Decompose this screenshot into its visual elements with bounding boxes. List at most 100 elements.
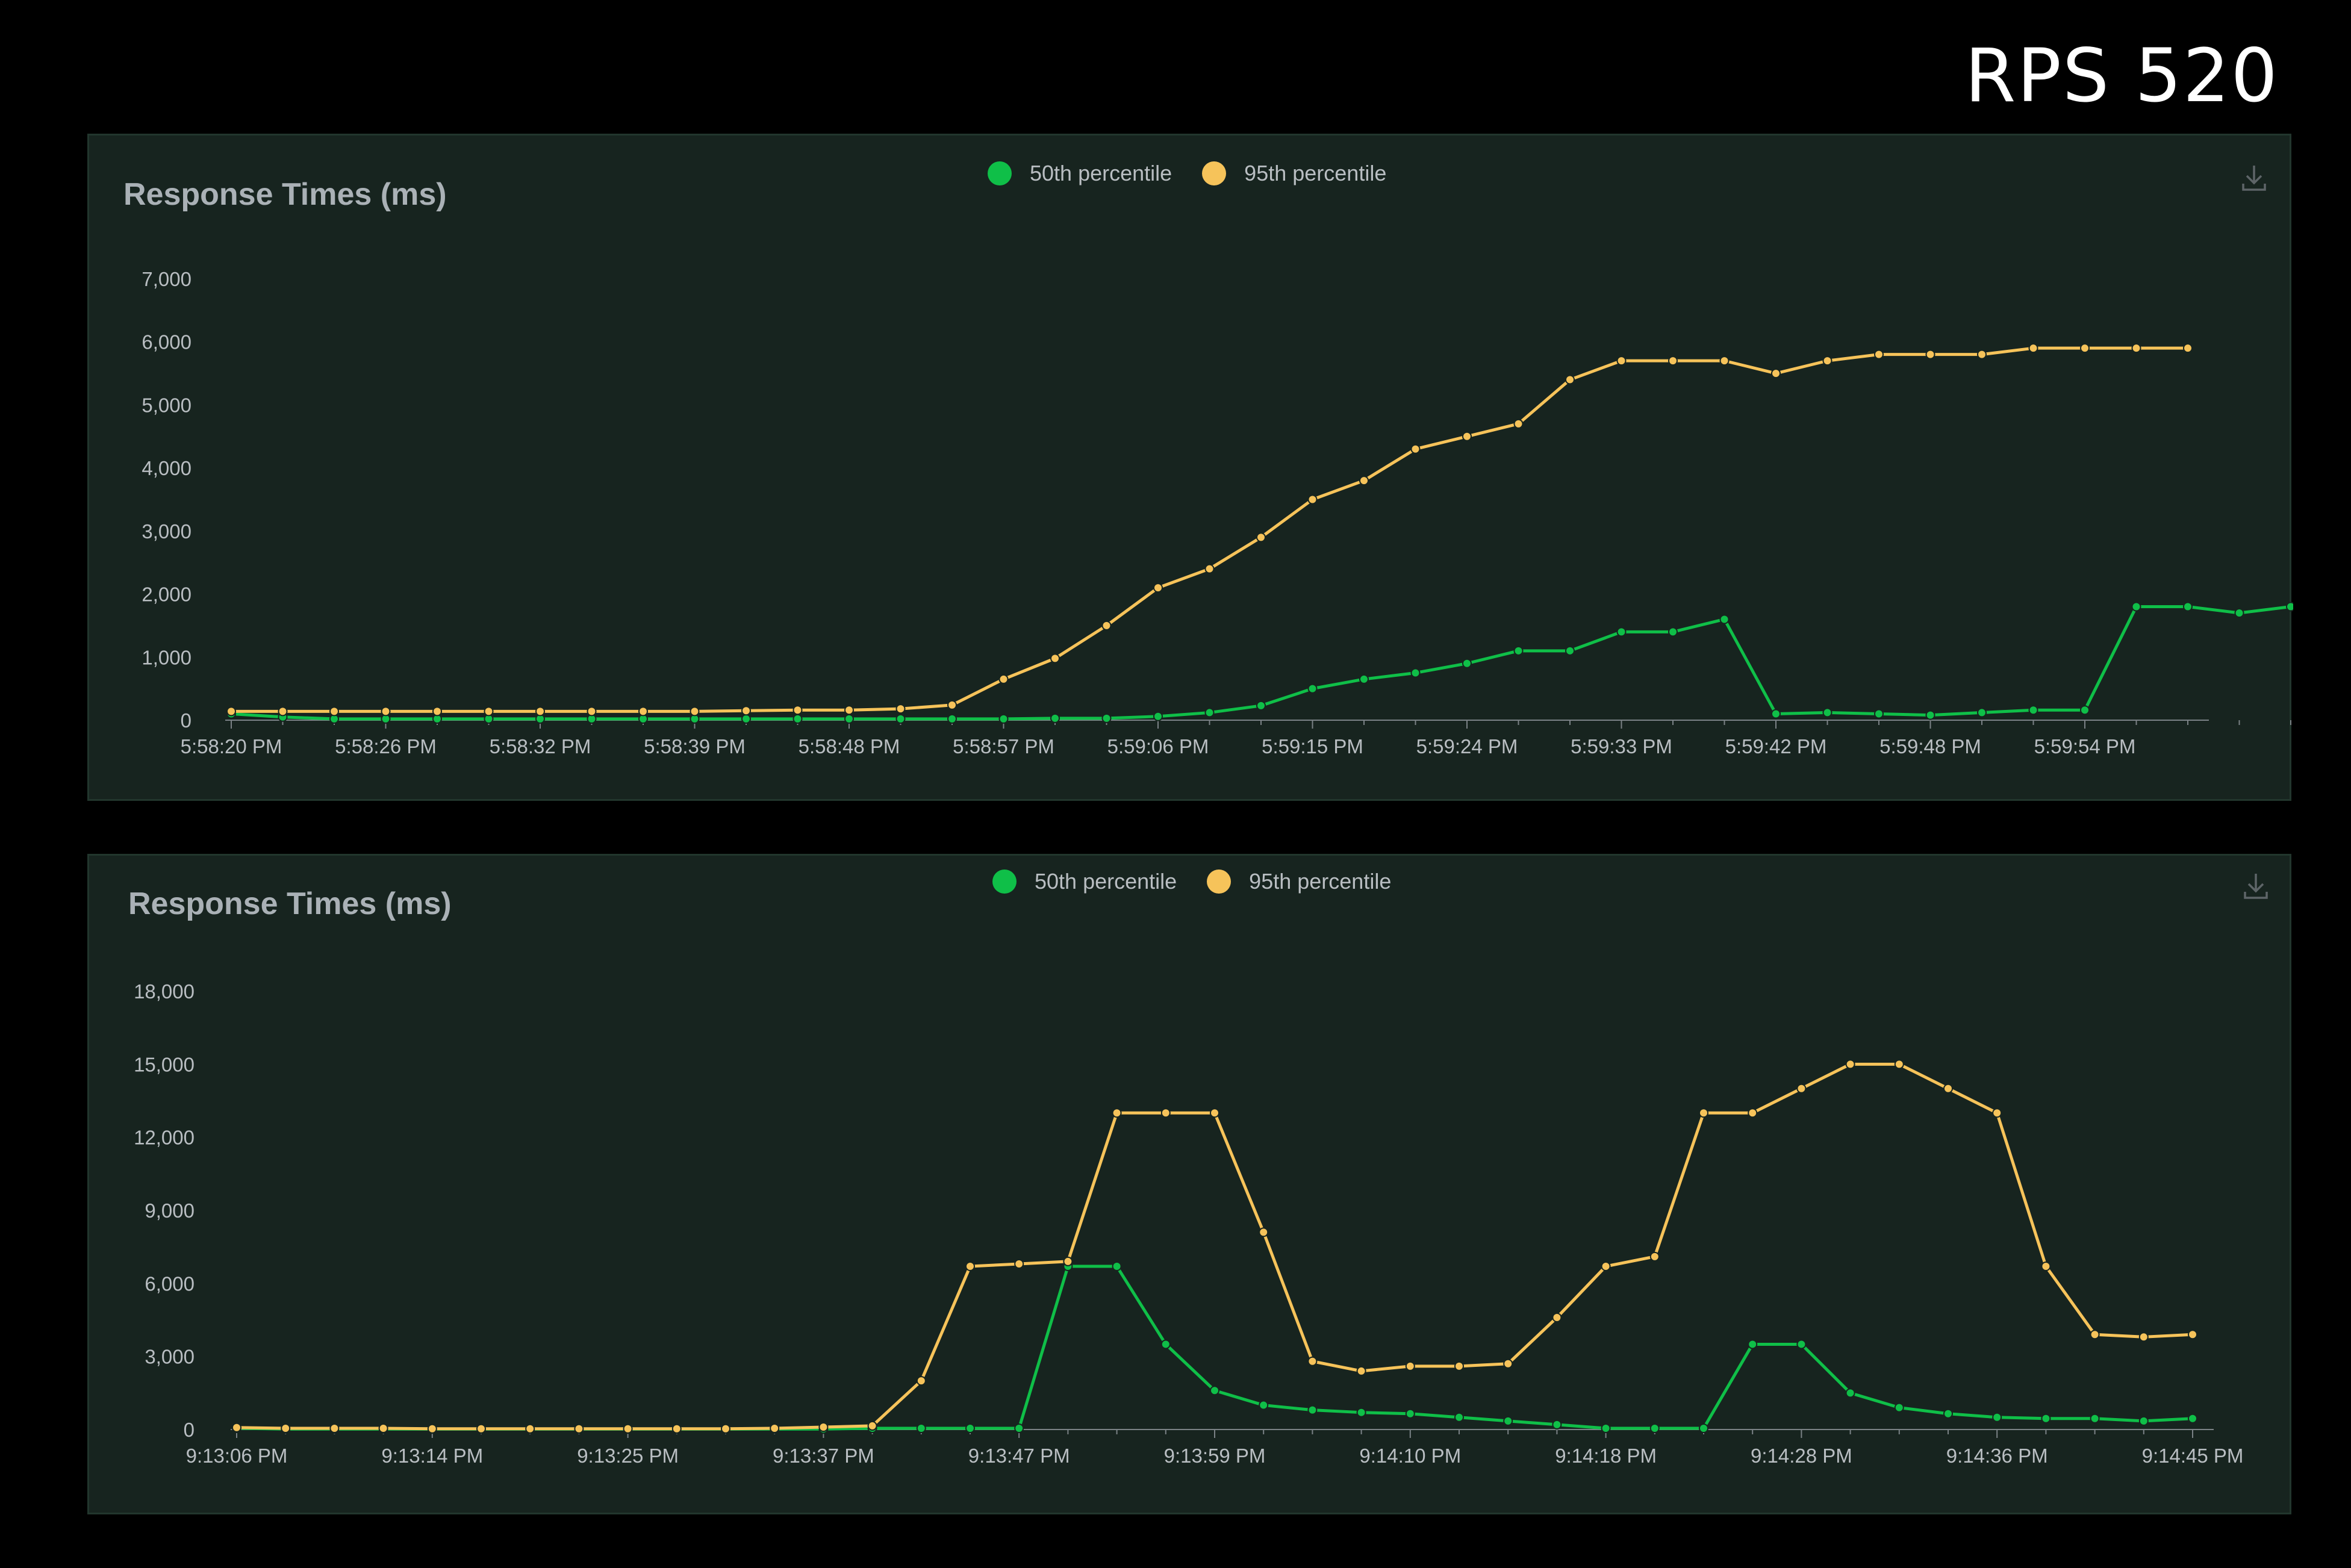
- x-tick-label: 5:59:06 PM: [1107, 735, 1209, 758]
- data-point: [587, 706, 597, 717]
- y-tick-label: 3,000: [142, 520, 192, 543]
- x-tick-label: 9:14:10 PM: [1359, 1445, 1461, 1467]
- x-tick-label: 9:14:45 PM: [2142, 1445, 2244, 1467]
- data-point: [1771, 369, 1781, 379]
- data-point: [329, 1423, 340, 1433]
- data-point: [895, 714, 906, 724]
- legend-dot-p95[interactable]: [1207, 870, 1232, 894]
- data-point: [947, 700, 957, 710]
- data-point: [476, 1423, 486, 1434]
- data-point: [1259, 1227, 1269, 1237]
- data-point: [1699, 1423, 1708, 1433]
- data-point: [1719, 614, 1730, 624]
- legend-dot-p50[interactable]: [992, 870, 1017, 894]
- data-point: [2028, 705, 2038, 715]
- data-point: [1359, 674, 1369, 684]
- data-point: [638, 706, 648, 717]
- data-point: [378, 1423, 388, 1433]
- data-point: [1359, 476, 1369, 486]
- y-tick-label: 15,000: [134, 1053, 195, 1075]
- data-point: [2183, 343, 2193, 353]
- data-point: [1668, 356, 1678, 366]
- x-tick-label: 5:59:33 PM: [1571, 735, 1672, 758]
- y-tick-label: 6,000: [142, 331, 192, 353]
- x-tick-label: 9:13:47 PM: [968, 1445, 1070, 1467]
- legend-label-p95[interactable]: 95th percentile: [1244, 161, 1387, 185]
- data-point: [232, 1422, 241, 1433]
- data-point: [535, 706, 545, 717]
- y-tick-label: 1,000: [142, 646, 192, 668]
- download-icon[interactable]: [2239, 869, 2273, 903]
- data-point: [1771, 709, 1781, 719]
- x-tick-label: 5:58:39 PM: [644, 735, 746, 758]
- data-point: [1977, 708, 1987, 718]
- data-point: [818, 1422, 829, 1432]
- download-icon[interactable]: [2237, 161, 2271, 194]
- data-point: [525, 1423, 535, 1434]
- data-point: [432, 706, 442, 717]
- data-point: [2234, 608, 2244, 618]
- data-point: [1405, 1361, 1415, 1371]
- data-point: [1204, 708, 1215, 718]
- x-tick-label: 9:13:14 PM: [381, 1445, 483, 1467]
- data-point: [1649, 1251, 1660, 1262]
- data-point: [2286, 602, 2293, 612]
- data-point: [1050, 653, 1060, 664]
- y-tick-label: 4,000: [142, 457, 192, 479]
- data-point: [1160, 1339, 1171, 1349]
- legend-dot-p95[interactable]: [1202, 161, 1227, 185]
- data-point: [1204, 564, 1215, 574]
- data-point: [226, 706, 236, 717]
- data-point: [1992, 1108, 2002, 1118]
- x-tick-label: 9:13:25 PM: [577, 1445, 679, 1467]
- data-point: [1513, 646, 1524, 656]
- data-point: [2131, 343, 2141, 353]
- data-point: [281, 1423, 291, 1433]
- x-tick-label: 9:13:59 PM: [1164, 1445, 1266, 1467]
- data-point: [1565, 646, 1575, 656]
- data-point: [792, 705, 803, 715]
- data-point: [1552, 1312, 1562, 1322]
- x-tick-label: 9:13:06 PM: [186, 1445, 288, 1467]
- x-tick-label: 5:59:42 PM: [1725, 735, 1827, 758]
- response-times-chart-panel-2: Response Times (ms) 50th percentile 95th…: [87, 854, 2291, 1514]
- legend-label-p95[interactable]: 95th percentile: [1249, 869, 1392, 894]
- data-point: [1822, 356, 1833, 366]
- legend-label-p50[interactable]: 50th percentile: [1035, 869, 1177, 894]
- data-point: [1943, 1408, 1953, 1419]
- data-point: [721, 1423, 730, 1434]
- data-point: [1894, 1402, 1904, 1413]
- data-point: [741, 706, 751, 716]
- data-point: [1503, 1416, 1513, 1426]
- chart-title: Response Times (ms): [128, 886, 452, 921]
- data-point: [1256, 700, 1266, 711]
- data-point: [690, 706, 700, 717]
- data-point: [965, 1423, 975, 1433]
- data-point: [381, 706, 391, 717]
- data-point: [1822, 708, 1833, 718]
- y-tick-label: 3,000: [145, 1346, 195, 1368]
- y-tick-label: 5,000: [142, 394, 192, 416]
- data-point: [1410, 668, 1421, 678]
- data-point: [2090, 1413, 2100, 1423]
- legend-dot-p50[interactable]: [988, 161, 1012, 185]
- data-point: [1101, 620, 1112, 630]
- data-point: [1410, 444, 1421, 454]
- data-point: [1307, 683, 1318, 694]
- y-tick-label: 7,000: [142, 268, 192, 290]
- data-point: [895, 704, 906, 714]
- data-point: [1874, 349, 1884, 359]
- data-point: [916, 1423, 926, 1433]
- data-point: [1601, 1423, 1611, 1433]
- x-tick-label: 5:58:20 PM: [181, 735, 282, 758]
- y-tick-label: 18,000: [134, 980, 195, 1003]
- data-point: [792, 714, 803, 724]
- data-point: [1112, 1108, 1122, 1118]
- data-point: [1796, 1083, 1807, 1094]
- x-tick-label: 5:59:54 PM: [2034, 735, 2136, 758]
- x-tick-label: 5:59:24 PM: [1416, 735, 1518, 758]
- data-point: [1454, 1412, 1464, 1422]
- y-tick-label: 9,000: [145, 1199, 195, 1222]
- data-point: [1160, 1108, 1171, 1118]
- legend-label-p50[interactable]: 50th percentile: [1030, 161, 1172, 185]
